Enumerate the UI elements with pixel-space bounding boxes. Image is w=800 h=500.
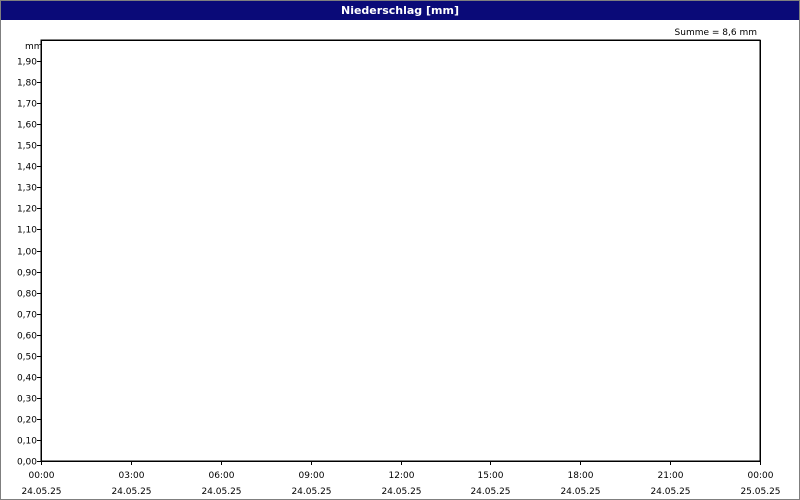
x-tick-time-label: 09:00	[299, 471, 325, 481]
sum-annotation: Summe = 8,6 mm	[675, 28, 757, 38]
x-tick-time-label: 03:00	[119, 471, 145, 481]
y-tick-label: 1,60	[17, 121, 37, 131]
x-tick-time-label: 18:00	[568, 471, 594, 481]
x-tick-date-label: 24.05.25	[650, 487, 690, 497]
y-tick-label: 1,70	[17, 100, 37, 110]
y-tick-label: 0,90	[17, 269, 37, 279]
x-tick-time-label: 15:00	[478, 471, 504, 481]
y-tick-label: 0,40	[17, 374, 37, 384]
y-tick-label: 1,80	[17, 79, 37, 89]
labels: 0,00 0,10 0,20 0,30 0,40 0,50 0,60 0,70 0,80 0,90…	[17, 28, 781, 497]
x-tick-date-label: 24.05.25	[560, 487, 600, 497]
x-tick-time-label: 12:00	[389, 471, 415, 481]
y-tick-label: 0,00	[17, 458, 37, 468]
x-tick-date-label: 24.05.25	[21, 487, 61, 497]
y-tick-label: 0,10	[17, 437, 37, 447]
x-tick-date-label: 25.05.25	[740, 487, 780, 497]
x-tick-date-label: 24.05.25	[291, 487, 331, 497]
x-tick-time-label: 00:00	[29, 471, 55, 481]
y-tick-label: 1,00	[17, 248, 37, 258]
y-tick-label: 0,30	[17, 395, 37, 405]
x-tick-time-label: 00:00	[748, 471, 774, 481]
y-tick-label: 1,40	[17, 163, 37, 173]
x-tick-date-label: 24.05.25	[381, 487, 421, 497]
y-tick-label: 0,80	[17, 290, 37, 300]
axes	[37, 39, 761, 465]
x-tick-date-label: 24.05.25	[111, 487, 151, 497]
y-tick-label: 0,70	[17, 311, 37, 321]
y-tick-label: 1,50	[17, 142, 37, 152]
y-tick-label: 1,10	[17, 226, 37, 236]
y-tick-label: 1,90	[17, 58, 37, 68]
y-tick-label: 0,50	[17, 353, 37, 363]
y-tick-label: 1,20	[17, 205, 37, 215]
y-axis-label: mm	[25, 42, 43, 52]
plot-border	[41, 40, 761, 462]
x-tick-time-label: 21:00	[658, 471, 684, 481]
y-tick-label: 0,60	[17, 332, 37, 342]
x-tick-date-label: 24.05.25	[201, 487, 241, 497]
plot-frame	[40, 39, 761, 462]
y-tick-label: 0,20	[17, 416, 37, 426]
y-tick-label: 1,30	[17, 184, 37, 194]
x-tick-time-label: 06:00	[209, 471, 235, 481]
window-title: Niederschlag [mm]	[1, 1, 799, 20]
x-tick-date-label: 24.05.25	[470, 487, 510, 497]
